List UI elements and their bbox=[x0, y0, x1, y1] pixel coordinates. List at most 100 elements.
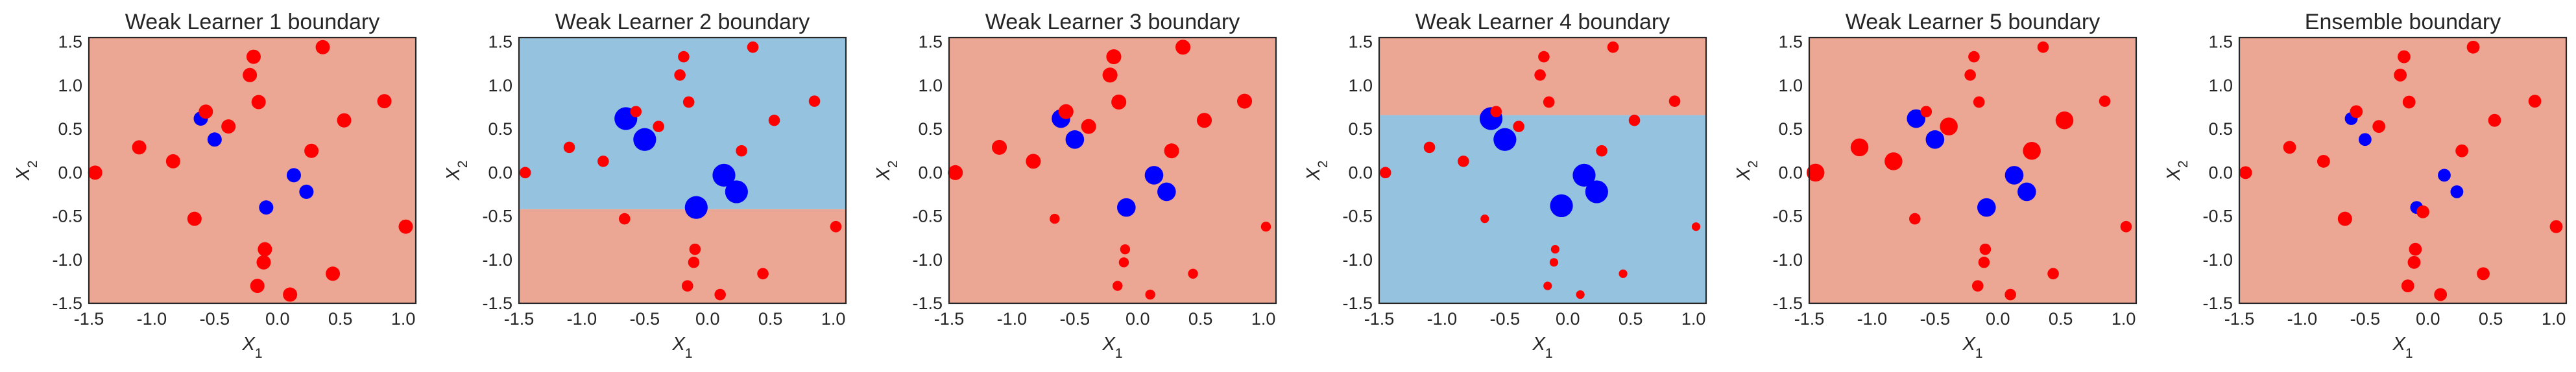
x-tick-label: 0.5 bbox=[2049, 309, 2073, 329]
data-point bbox=[2466, 40, 2480, 54]
data-point bbox=[2350, 105, 2363, 119]
plot-frame bbox=[518, 36, 847, 305]
y-tick-label: -1.0 bbox=[2202, 250, 2233, 270]
data-point bbox=[1543, 281, 1552, 290]
x-tick-label: 0.5 bbox=[2479, 309, 2503, 329]
data-point bbox=[1065, 130, 1085, 149]
decision-region-upper bbox=[519, 38, 846, 209]
data-point bbox=[597, 156, 609, 167]
data-point bbox=[1884, 152, 1903, 170]
data-point bbox=[2416, 205, 2429, 218]
data-point bbox=[736, 145, 747, 157]
data-point bbox=[315, 40, 330, 54]
data-point bbox=[2023, 142, 2041, 160]
data-point bbox=[1909, 213, 1921, 225]
data-point bbox=[1118, 257, 1129, 268]
y-tick-label: -0.5 bbox=[2202, 207, 2233, 226]
data-point bbox=[1106, 49, 1122, 65]
data-point bbox=[2055, 111, 2074, 130]
x-tick-label: -0.5 bbox=[1490, 309, 1521, 329]
x-tick-label: -1.0 bbox=[1857, 309, 1888, 329]
data-point bbox=[1572, 163, 1596, 187]
y-tick-label: 1.5 bbox=[2208, 32, 2233, 52]
y-tick-label: -1.0 bbox=[52, 250, 82, 270]
subplot-2: -1.5 -1.0 -0.5 0.0 0.5 1.0 -1.5 -1.0 -0.5 0.0 0.5 1… bbox=[443, 10, 847, 361]
decision-region bbox=[1809, 38, 2136, 303]
data-point bbox=[1607, 41, 1619, 53]
chart-title: Weak Learner 4 boundary bbox=[1415, 10, 1670, 34]
x-axis-label: X1 bbox=[1532, 334, 1552, 361]
data-point bbox=[1968, 51, 1980, 63]
data-point bbox=[678, 51, 690, 63]
data-point bbox=[725, 180, 748, 203]
data-point bbox=[1423, 141, 1436, 154]
data-point bbox=[326, 266, 341, 281]
y-tick-label: -0.5 bbox=[912, 207, 943, 226]
data-point bbox=[2401, 279, 2414, 293]
data-point bbox=[1971, 280, 1984, 292]
data-point bbox=[1188, 268, 1198, 279]
data-point bbox=[2004, 166, 2024, 185]
data-point bbox=[808, 95, 821, 107]
data-point bbox=[757, 268, 769, 280]
y-tick-label: 0.5 bbox=[918, 119, 943, 139]
y-tick-label: 0.0 bbox=[1778, 163, 1803, 182]
data-point bbox=[1979, 243, 1992, 255]
data-point bbox=[2120, 220, 2132, 233]
x-tick-label: 1.0 bbox=[391, 309, 416, 329]
y-tick-label: -1.5 bbox=[912, 294, 943, 313]
subplot-6: -1.5 -1.0 -0.5 0.0 0.5 1.0 -1.5 -1.0 -0.5 0.0 0.5 1… bbox=[2163, 10, 2568, 361]
data-point bbox=[689, 243, 701, 255]
data-point bbox=[2004, 288, 2016, 301]
data-point bbox=[1619, 269, 1628, 278]
x-tick-label: -0.5 bbox=[1060, 309, 1090, 329]
data-point bbox=[1513, 121, 1524, 132]
y-tick-label: -1.5 bbox=[1772, 294, 1803, 313]
plot-frame bbox=[1378, 36, 1707, 305]
x-axis-label: X1 bbox=[2392, 334, 2413, 361]
data-point bbox=[1157, 182, 1176, 202]
x-tick-label: -1.5 bbox=[74, 309, 104, 329]
data-point bbox=[1113, 281, 1123, 291]
y-axis-label: X2 bbox=[13, 160, 40, 181]
data-point bbox=[653, 121, 664, 132]
data-point bbox=[258, 242, 272, 257]
data-point bbox=[398, 219, 413, 234]
data-point bbox=[1117, 198, 1136, 217]
data-point bbox=[563, 141, 575, 154]
decision-region bbox=[89, 38, 416, 303]
data-point bbox=[1379, 167, 1391, 179]
data-point bbox=[1164, 143, 1179, 159]
data-point bbox=[1236, 93, 1253, 109]
x-tick-label: -1.0 bbox=[997, 309, 1028, 329]
data-point bbox=[187, 211, 202, 226]
data-point bbox=[1550, 245, 1559, 254]
y-tick-label: -1.5 bbox=[482, 294, 512, 313]
data-point bbox=[684, 196, 708, 219]
data-point bbox=[2037, 41, 2049, 53]
x-tick-label: 0.5 bbox=[1188, 309, 1213, 329]
x-axis-label: X1 bbox=[241, 334, 262, 361]
data-point bbox=[688, 257, 700, 268]
data-point bbox=[165, 154, 180, 169]
data-point bbox=[1144, 166, 1164, 185]
x-tick-label: -0.5 bbox=[630, 309, 660, 329]
data-point bbox=[630, 106, 642, 118]
x-tick-label: -1.0 bbox=[137, 309, 167, 329]
y-tick-label: -1.0 bbox=[1772, 250, 1803, 270]
data-point bbox=[768, 114, 780, 126]
subplot-3: -1.5 -1.0 -0.5 0.0 0.5 1.0 -1.5 -1.0 -0.5 0.0 0.5 1… bbox=[873, 10, 1277, 361]
chart-title: Weak Learner 2 boundary bbox=[555, 10, 810, 34]
data-point bbox=[830, 220, 842, 233]
data-point bbox=[1940, 117, 1958, 135]
decision-region-lower bbox=[519, 209, 846, 303]
x-tick-label: -1.5 bbox=[2224, 309, 2255, 329]
y-tick-label: 1.0 bbox=[1348, 76, 1373, 95]
data-point bbox=[1628, 114, 1641, 126]
y-tick-label: -0.5 bbox=[1772, 207, 1803, 226]
data-point bbox=[1550, 194, 1573, 218]
data-point bbox=[207, 132, 222, 147]
data-point bbox=[2283, 141, 2296, 154]
data-point bbox=[1175, 40, 1191, 55]
y-tick-label: -0.5 bbox=[1342, 207, 1373, 226]
